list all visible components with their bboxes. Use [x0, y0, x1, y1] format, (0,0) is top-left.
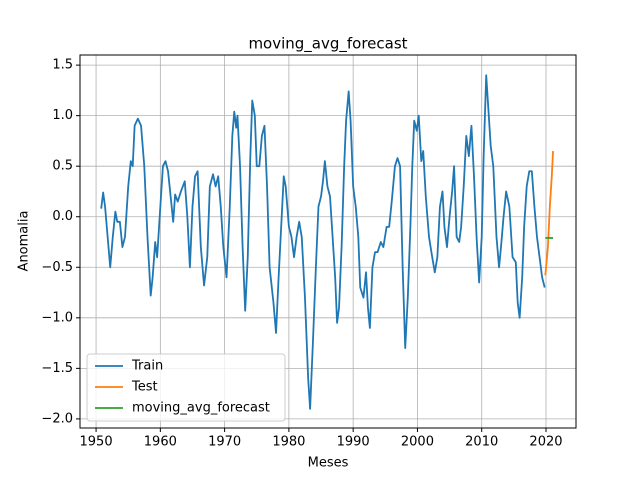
x-axis-label: Meses — [308, 456, 349, 471]
x-tick-label: 1980 — [272, 435, 305, 450]
y-axis-label: Anomalia — [17, 211, 32, 272]
y-tick-label: −2.0 — [41, 411, 73, 426]
x-tick-label: 1990 — [337, 435, 370, 450]
plot-frame — [79, 54, 577, 429]
y-tick-label: −0.5 — [41, 260, 73, 275]
x-tick-label: 2000 — [401, 435, 434, 450]
legend-label: Train — [131, 359, 163, 374]
y-tick-label: −1.0 — [41, 310, 73, 325]
x-tick-label: 1970 — [208, 435, 241, 450]
y-tick-label: 1.5 — [52, 58, 73, 73]
x-tick-label: 2020 — [529, 435, 562, 450]
legend-box — [86, 353, 286, 422]
x-tick-label: 2010 — [465, 435, 498, 450]
y-tick-label: 0.5 — [52, 159, 73, 174]
line-series — [544, 150, 554, 276]
y-tick-label: 0.0 — [52, 209, 73, 224]
y-tick-label: 1.0 — [52, 108, 73, 123]
line-series — [100, 74, 546, 410]
x-tick-label: 1960 — [144, 435, 177, 450]
y-tick-label: −1.5 — [41, 361, 73, 376]
chart-title: moving_avg_forecast — [248, 35, 407, 54]
legend-label: Test — [131, 380, 158, 395]
legend-label: moving_avg_forecast — [132, 401, 270, 416]
x-tick-label: 1950 — [80, 435, 113, 450]
